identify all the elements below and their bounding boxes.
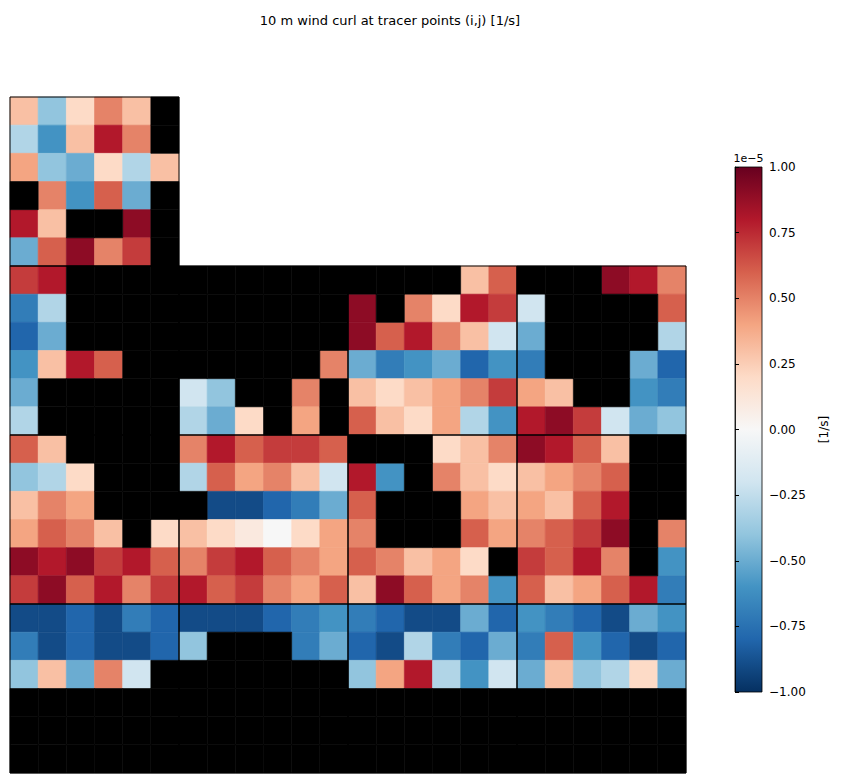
svg-text:−0.75: −0.75 [769, 619, 806, 633]
svg-text:−0.25: −0.25 [769, 488, 806, 502]
svg-text:0.25: 0.25 [769, 357, 796, 371]
svg-text:0.50: 0.50 [769, 291, 796, 305]
svg-text:0.00: 0.00 [769, 423, 796, 437]
svg-text:10 m wind curl at tracer point: 10 m wind curl at tracer points (i,j) [1… [260, 13, 520, 28]
svg-text:−1.00: −1.00 [769, 685, 806, 699]
svg-text:1e−5: 1e−5 [734, 152, 764, 165]
svg-text:1.00: 1.00 [769, 160, 796, 174]
svg-text:[1/s]: [1/s] [817, 416, 831, 443]
svg-text:−0.50: −0.50 [769, 554, 806, 568]
svg-text:0.75: 0.75 [769, 226, 796, 240]
